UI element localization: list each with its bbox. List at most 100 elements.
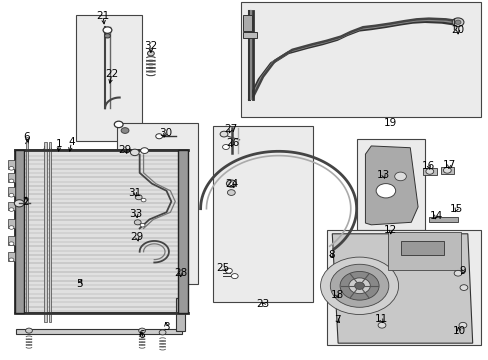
Circle shape xyxy=(9,258,14,262)
Circle shape xyxy=(135,195,142,200)
Bar xyxy=(422,168,436,175)
Text: 3: 3 xyxy=(163,322,169,332)
Circle shape xyxy=(459,285,467,291)
Bar xyxy=(43,142,46,321)
Text: 28: 28 xyxy=(174,268,187,278)
Text: 29: 29 xyxy=(118,144,131,154)
Text: 24: 24 xyxy=(225,179,238,189)
Circle shape xyxy=(9,179,14,183)
Bar xyxy=(242,32,257,39)
Circle shape xyxy=(231,274,238,279)
Circle shape xyxy=(320,257,398,315)
Bar xyxy=(8,160,15,169)
Circle shape xyxy=(339,271,378,300)
Bar xyxy=(49,142,51,321)
Bar xyxy=(76,15,142,140)
Bar xyxy=(242,15,252,31)
Text: 7: 7 xyxy=(333,315,340,325)
Bar xyxy=(117,123,198,284)
Circle shape xyxy=(9,167,14,170)
Text: 27: 27 xyxy=(224,124,237,134)
Text: 15: 15 xyxy=(449,204,462,214)
Text: 18: 18 xyxy=(330,290,343,300)
Text: 14: 14 xyxy=(428,211,442,221)
Bar xyxy=(16,329,182,334)
Circle shape xyxy=(443,167,450,173)
Circle shape xyxy=(451,18,463,27)
Text: 12: 12 xyxy=(384,225,397,235)
Bar xyxy=(400,241,444,255)
Circle shape xyxy=(104,34,110,38)
Circle shape xyxy=(348,278,369,294)
Text: 23: 23 xyxy=(256,299,269,309)
Circle shape xyxy=(9,193,14,197)
Text: 11: 11 xyxy=(374,314,387,324)
Circle shape xyxy=(141,148,148,153)
Circle shape xyxy=(375,184,395,198)
Text: 8: 8 xyxy=(327,249,334,260)
Bar xyxy=(26,137,28,313)
Bar xyxy=(212,126,312,302)
Circle shape xyxy=(141,198,146,202)
Circle shape xyxy=(114,121,123,128)
Bar xyxy=(8,173,15,182)
Text: 9: 9 xyxy=(459,266,466,276)
Text: 17: 17 xyxy=(442,160,455,170)
Polygon shape xyxy=(365,146,417,225)
Circle shape xyxy=(139,328,145,333)
Text: 6: 6 xyxy=(138,330,144,340)
Bar xyxy=(356,139,424,230)
Text: 1: 1 xyxy=(56,139,62,149)
Bar xyxy=(387,232,461,270)
Circle shape xyxy=(226,180,236,187)
Text: 10: 10 xyxy=(451,325,465,336)
Circle shape xyxy=(103,27,112,33)
Circle shape xyxy=(453,270,461,276)
Circle shape xyxy=(354,282,364,289)
Bar xyxy=(8,235,15,244)
Circle shape xyxy=(228,182,233,185)
Circle shape xyxy=(9,242,14,246)
Bar xyxy=(8,252,15,261)
Bar xyxy=(440,167,453,174)
Circle shape xyxy=(9,208,14,211)
Circle shape xyxy=(425,168,433,174)
Text: 6: 6 xyxy=(23,132,30,142)
Circle shape xyxy=(147,51,154,56)
Text: 2: 2 xyxy=(22,197,29,207)
Bar xyxy=(240,3,480,117)
Circle shape xyxy=(156,134,162,139)
Circle shape xyxy=(130,149,139,156)
Bar xyxy=(8,187,15,196)
Circle shape xyxy=(220,131,227,137)
Text: 4: 4 xyxy=(68,138,75,147)
Circle shape xyxy=(140,224,145,227)
Text: 21: 21 xyxy=(96,11,109,21)
Text: 25: 25 xyxy=(216,263,229,273)
Circle shape xyxy=(14,200,24,207)
Bar xyxy=(428,217,457,222)
Bar xyxy=(327,230,480,345)
Text: 29: 29 xyxy=(130,232,143,242)
Bar xyxy=(177,149,188,313)
Text: 33: 33 xyxy=(129,209,142,219)
Circle shape xyxy=(330,264,388,307)
Bar xyxy=(8,202,15,211)
Circle shape xyxy=(454,20,460,24)
Text: 19: 19 xyxy=(384,118,397,128)
Circle shape xyxy=(121,128,129,134)
Circle shape xyxy=(134,220,141,225)
Bar xyxy=(8,220,15,228)
Text: 5: 5 xyxy=(76,279,83,289)
Circle shape xyxy=(159,330,165,335)
Bar xyxy=(15,149,24,313)
Circle shape xyxy=(25,328,32,333)
Circle shape xyxy=(227,190,235,195)
Polygon shape xyxy=(331,234,472,343)
Circle shape xyxy=(458,322,466,328)
Bar xyxy=(15,149,188,313)
Circle shape xyxy=(222,144,229,149)
Text: 13: 13 xyxy=(376,170,389,180)
Circle shape xyxy=(394,172,406,181)
Bar xyxy=(176,298,184,330)
